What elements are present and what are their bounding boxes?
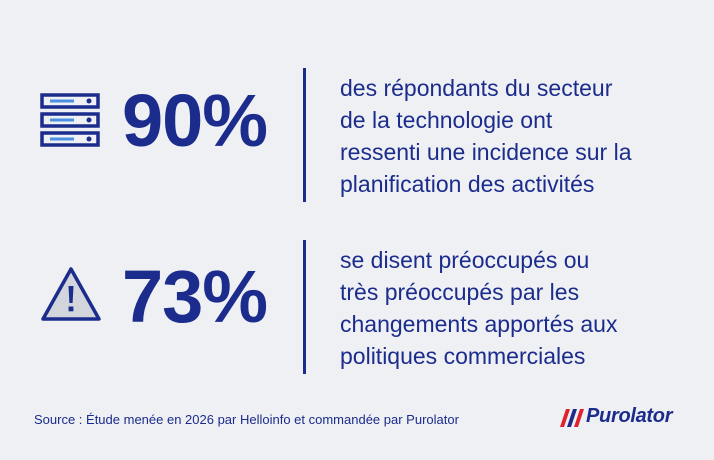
stat-row-technology: 90% des répondants du secteur de la tech… bbox=[0, 68, 714, 202]
server-icon bbox=[40, 93, 100, 147]
stat-description: des répondants du secteur de la technolo… bbox=[340, 72, 700, 200]
logo-stripes-icon bbox=[560, 409, 584, 427]
divider bbox=[303, 68, 306, 202]
stat-description-line: changements apportés aux bbox=[340, 311, 618, 337]
stat-description-line: planification des activités bbox=[340, 171, 595, 197]
stat-description-line: très préoccupés par les bbox=[340, 279, 580, 305]
warning-icon bbox=[41, 267, 101, 321]
divider bbox=[303, 240, 306, 374]
stat-percent: 73% bbox=[122, 255, 268, 338]
source-note: Source : Étude menée en 2026 par Helloin… bbox=[34, 412, 459, 427]
stat-description-line: se disent préoccupés ou bbox=[340, 247, 590, 273]
logo-text: Purolator bbox=[586, 405, 673, 427]
stat-row-concern: 73% se disent préoccupés ou très préoccu… bbox=[0, 240, 714, 374]
stat-description-line: de la technologie ont bbox=[340, 107, 553, 133]
stat-description-line: politiques commerciales bbox=[340, 343, 586, 369]
stat-percent: 90% bbox=[122, 79, 268, 162]
stat-description-line: des répondants du secteur bbox=[340, 75, 613, 101]
stat-description-line: ressenti une incidence sur la bbox=[340, 139, 632, 165]
stat-description: se disent préoccupés ou très préoccupés … bbox=[340, 244, 700, 372]
